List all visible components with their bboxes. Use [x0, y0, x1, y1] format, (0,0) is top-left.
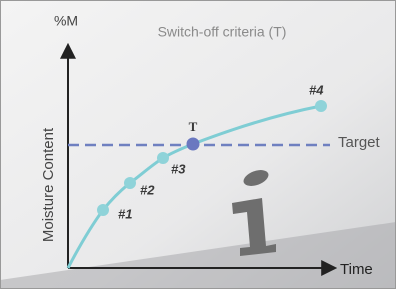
y-label: Moisture Content — [40, 127, 57, 242]
point-label: #3 — [171, 161, 186, 176]
point — [97, 204, 109, 216]
point — [124, 177, 136, 189]
point-label: #1 — [118, 206, 132, 221]
target-label: Target — [338, 134, 381, 151]
title: Switch-off criteria (T) — [158, 24, 287, 40]
target-point — [187, 138, 200, 151]
diagram: Switch-off criteria (T) %M Moisture Cont… — [0, 0, 396, 289]
point-label: #2 — [140, 182, 155, 197]
y-unit: %M — [54, 13, 78, 29]
x-label: Time — [340, 261, 373, 278]
point — [315, 100, 327, 112]
point — [157, 152, 169, 164]
point-label: #4 — [309, 82, 324, 97]
target-point-label: T — [189, 119, 198, 134]
